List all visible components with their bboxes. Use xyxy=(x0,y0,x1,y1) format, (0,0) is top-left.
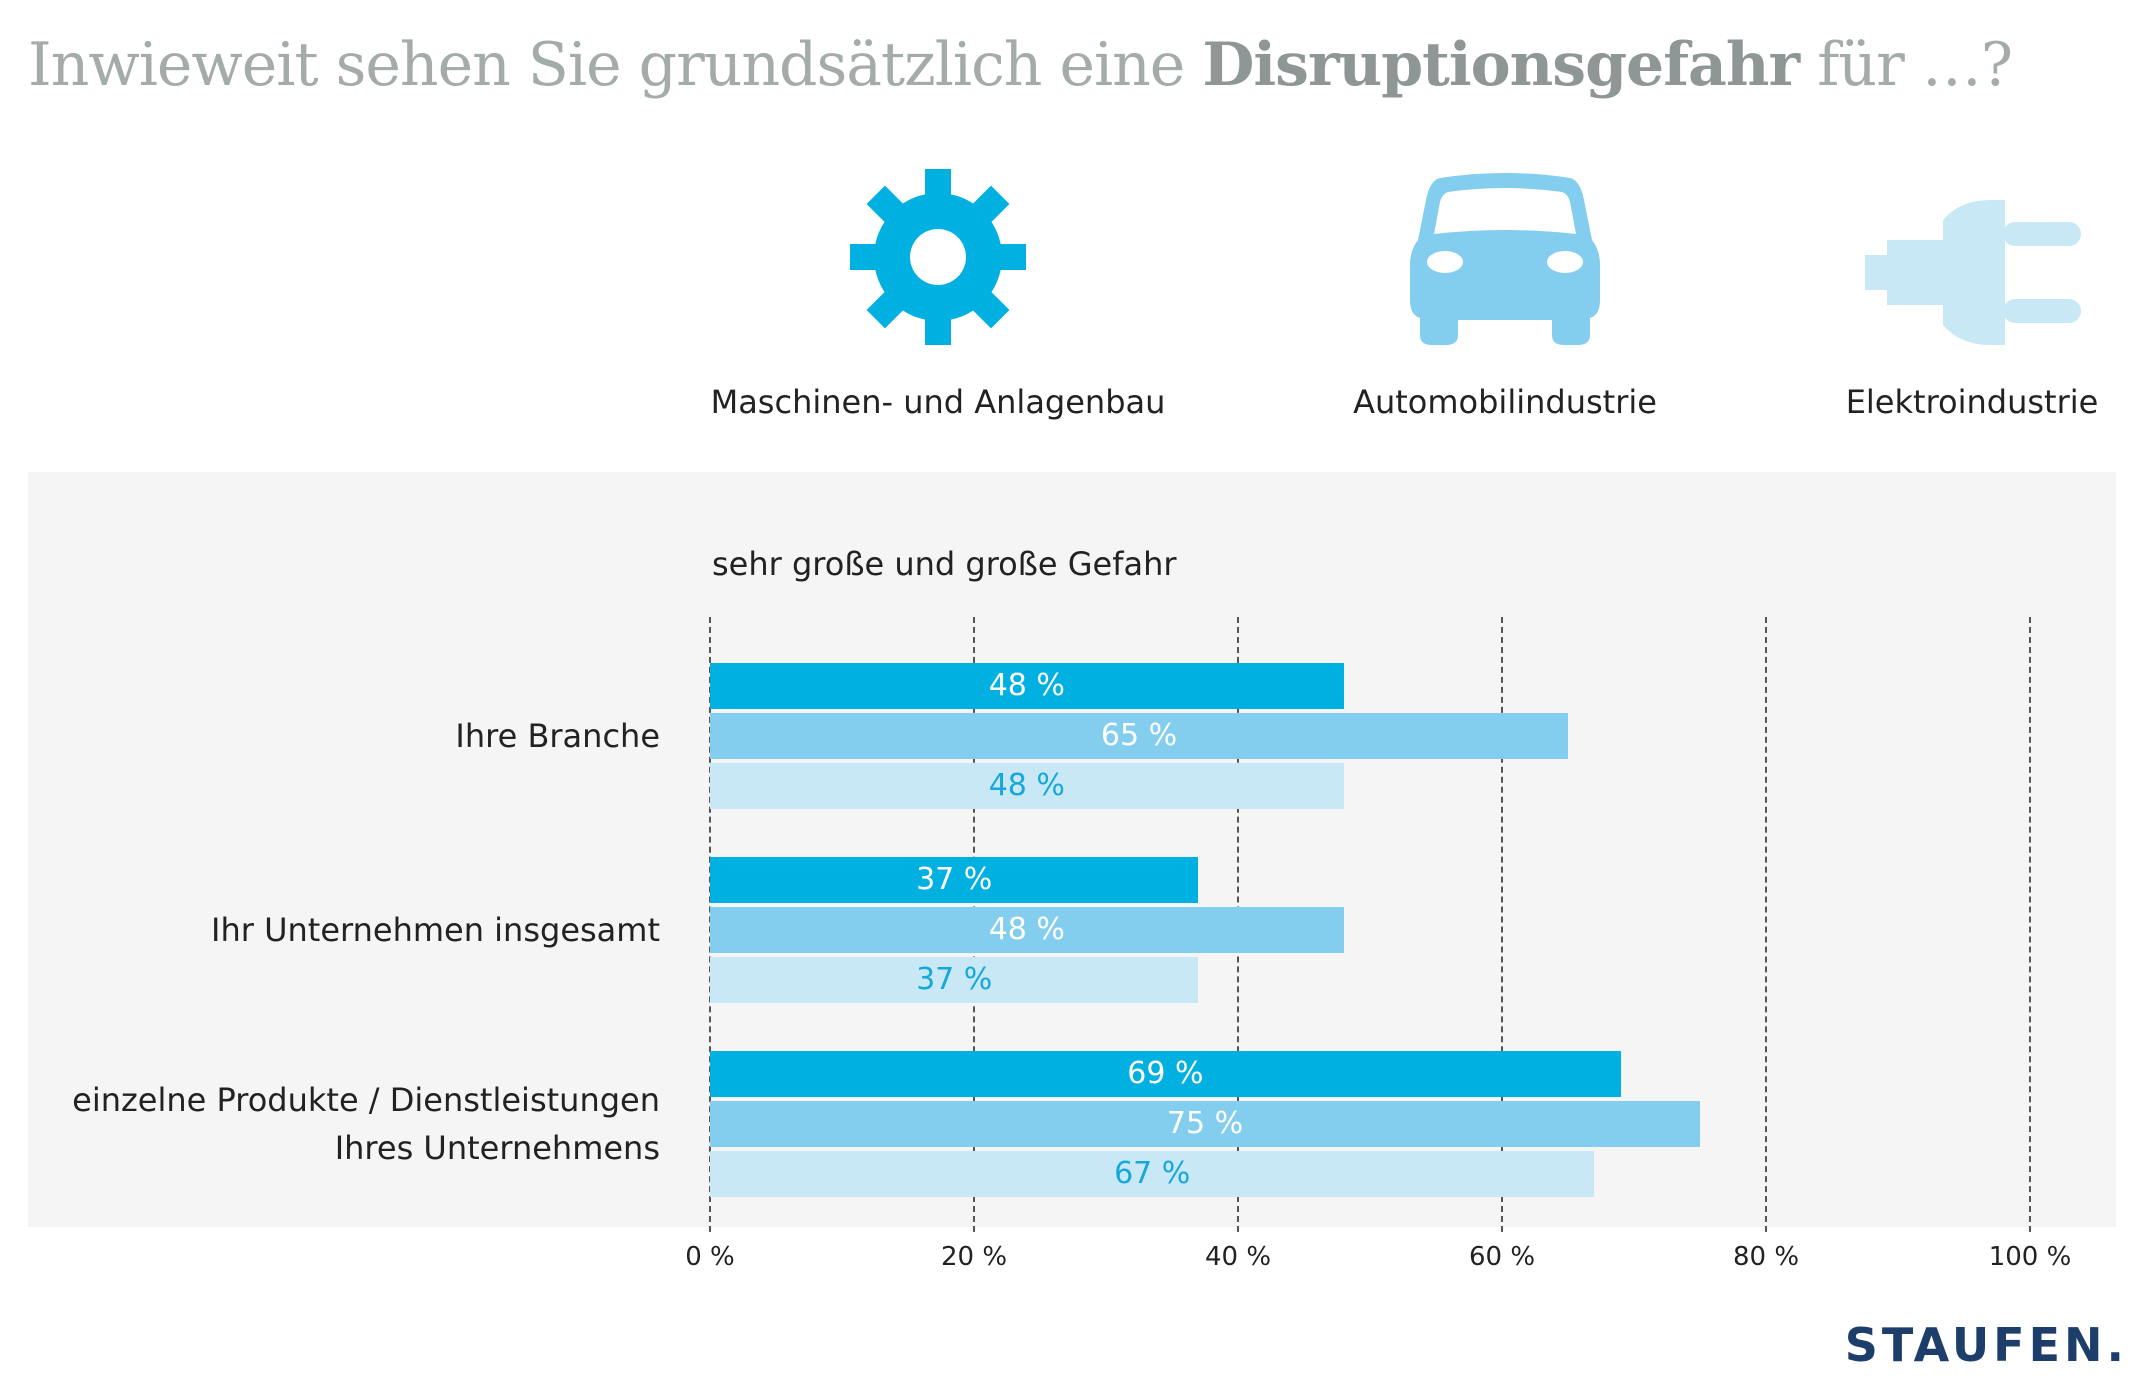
legend-label-elektro: Elektroindustrie xyxy=(1845,383,2099,421)
gear-icon xyxy=(850,169,1026,345)
bar-value-label: 48 % xyxy=(988,912,1065,947)
x-tick-label-40: 40 % xyxy=(1204,1242,1272,1272)
bar xyxy=(710,1101,1700,1147)
category-label-line: Ihr Unternehmen insgesamt xyxy=(211,911,660,949)
title-prefix: Inwieweit sehen Sie grundsätzlich eine xyxy=(28,30,1203,100)
bar xyxy=(710,713,1568,759)
x-tick-label-100: 100 % xyxy=(1988,1242,2072,1272)
legend-label-maschinenbau: Maschinen- und Anlagenbau xyxy=(710,383,1166,421)
gridline-100 xyxy=(2029,617,2031,1232)
bar xyxy=(710,1151,1595,1197)
bar-value-label: 37 % xyxy=(916,862,993,897)
gridline-80 xyxy=(1765,617,1767,1232)
bar xyxy=(710,957,1199,1003)
legend-label-automobil: Automobilindustrie xyxy=(1353,383,1657,421)
x-tick-label-80: 80 % xyxy=(1732,1242,1800,1272)
x-tick-label-20: 20 % xyxy=(940,1242,1008,1272)
chart-subtitle: sehr große und große Gefahr xyxy=(712,545,1177,583)
bar xyxy=(710,763,1344,809)
car-icon xyxy=(1410,173,1600,345)
bar-value-label: 48 % xyxy=(988,668,1065,703)
bar-value-label: 37 % xyxy=(916,962,993,997)
bar xyxy=(710,857,1199,903)
title-bold: Disruptionsgefahr xyxy=(1202,30,1800,100)
gridline-60 xyxy=(1501,617,1503,1232)
bar-value-label: 69 % xyxy=(1127,1056,1204,1091)
bar-value-label: 65 % xyxy=(1100,718,1178,753)
bar xyxy=(710,907,1344,953)
category-label: Ihre Branche xyxy=(455,712,660,760)
bar-value-label: 48 % xyxy=(988,768,1065,803)
title-suffix: für …? xyxy=(1799,30,2013,100)
page-title: Inwieweit sehen Sie grundsätzlich eine D… xyxy=(28,30,2128,100)
bar xyxy=(710,663,1344,709)
category-label-line: einzelne Produkte / Dienstleistungen xyxy=(72,1081,660,1119)
bar-value-label: 75 % xyxy=(1166,1106,1244,1141)
x-tick-label-0: 0 % xyxy=(685,1242,735,1272)
category-label-line: Ihre Branche xyxy=(455,717,660,755)
plug-icon xyxy=(1865,200,2081,345)
x-tick-label-60: 60 % xyxy=(1468,1242,1536,1272)
brand-logo: STAUFEN. xyxy=(1844,1318,2128,1372)
category-label-line: Ihres Unternehmens xyxy=(334,1129,660,1167)
category-label: einzelne Produkte / Dienstleistungen Ihre… xyxy=(72,1076,660,1172)
category-label: Ihr Unternehmen insgesamt xyxy=(211,906,660,954)
bar-value-label: 67 % xyxy=(1114,1156,1191,1191)
bar xyxy=(710,1051,1621,1097)
